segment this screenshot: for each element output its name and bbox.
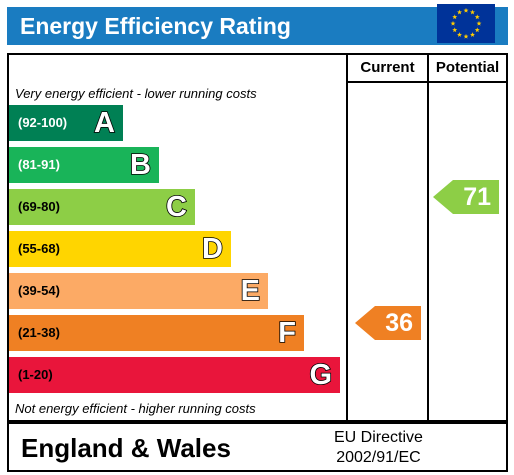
eu-directive: EU Directive 2002/91/EC: [334, 428, 423, 468]
column-header-divider: [347, 81, 508, 83]
current-rating-value: 36: [385, 309, 413, 337]
flag-star: [463, 7, 469, 13]
band-range-label: (39-54): [18, 283, 60, 298]
band-letter: F: [277, 316, 296, 350]
flag-star: [470, 9, 475, 15]
potential-column-divider: [427, 53, 429, 422]
page-title: Energy Efficiency Rating: [7, 7, 508, 45]
band-letter: D: [201, 232, 224, 266]
band-c: (69-80) C: [9, 189, 195, 225]
flag-star: [457, 32, 462, 37]
eu-flag-icon: [437, 4, 495, 43]
flag-star: [474, 14, 480, 20]
flag-star: [476, 20, 482, 26]
flag-star: [470, 32, 475, 37]
band-range-label: (55-68): [18, 241, 60, 256]
directive-line-2: 2002/91/EC: [336, 449, 421, 466]
flag-star: [474, 27, 480, 33]
band-a: (92-100) A: [9, 105, 123, 141]
bottom-note: Not energy efficient - higher running co…: [15, 401, 256, 416]
band-e: (39-54) E: [9, 273, 268, 309]
top-note: Very energy efficient - lower running co…: [15, 86, 257, 101]
flag-star: [463, 33, 469, 39]
band-letter: G: [309, 358, 333, 392]
band-b: (81-91) B: [9, 147, 159, 183]
band-letter: C: [165, 190, 188, 224]
band-letter: E: [240, 274, 261, 308]
region-label: England & Wales: [21, 433, 231, 463]
flag-star: [452, 27, 458, 33]
rating-table: [7, 53, 508, 422]
current-column-divider: [346, 53, 348, 422]
flag-star: [452, 14, 458, 20]
band-letter: B: [129, 148, 152, 182]
band-range-label: (92-100): [18, 115, 68, 130]
band-d: (55-68) D: [9, 231, 231, 267]
band-g: (1-20) G: [9, 357, 340, 393]
band-range-label: (21-38): [18, 325, 60, 340]
band-range-label: (69-80): [18, 199, 60, 214]
band-letter: A: [93, 106, 116, 140]
footer: England & Wales EU Directive 2002/91/EC: [7, 422, 508, 472]
directive-line-1: EU Directive: [334, 429, 423, 446]
current-column-header: Current: [360, 59, 415, 76]
band-f: (21-38) F: [9, 315, 304, 351]
flag-star: [450, 20, 456, 26]
band-range-label: (81-91): [18, 157, 60, 172]
potential-column-header: Potential: [435, 59, 500, 76]
band-range-label: (1-20): [18, 367, 53, 382]
flag-star: [457, 9, 462, 15]
potential-rating-value: 71: [463, 183, 491, 211]
